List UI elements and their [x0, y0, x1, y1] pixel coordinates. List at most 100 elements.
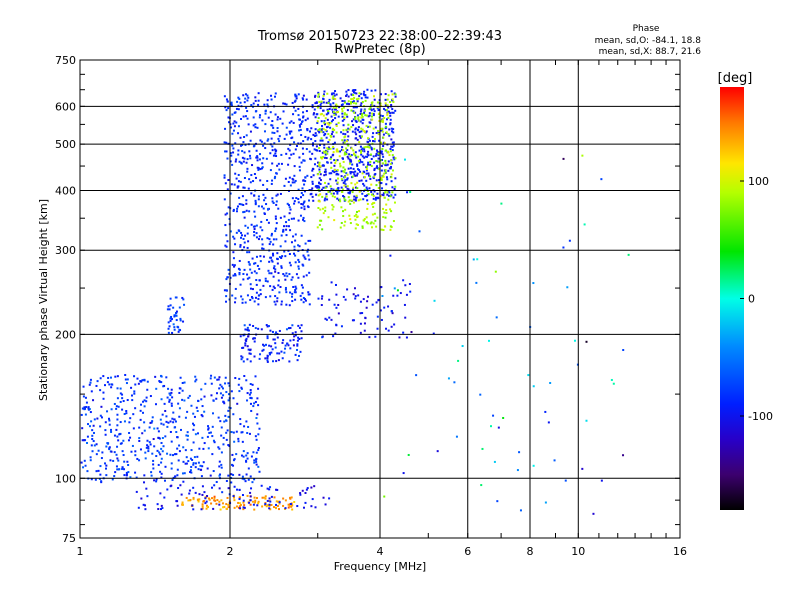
- scatter-point: [310, 176, 313, 179]
- scatter-point: [335, 179, 338, 182]
- scatter-point: [271, 149, 274, 152]
- scatter-point: [343, 100, 346, 103]
- scatter-point: [264, 196, 267, 199]
- scatter-point: [224, 106, 227, 109]
- y-tick-label: 600: [55, 100, 76, 113]
- scatter-point: [405, 293, 408, 296]
- scatter-point: [313, 163, 316, 166]
- scatter-point: [232, 122, 235, 125]
- scatter-point: [396, 294, 399, 297]
- scatter-point: [119, 392, 122, 395]
- scatter-point: [324, 153, 327, 156]
- scatter-point: [102, 391, 105, 394]
- scatter-point: [276, 297, 279, 300]
- scatter-point: [393, 187, 396, 190]
- scatter-point: [296, 359, 299, 362]
- scatter-point: [326, 125, 329, 128]
- scatter-point: [354, 111, 357, 114]
- scatter-point: [297, 188, 300, 191]
- scatter-point: [303, 220, 306, 223]
- scatter-point: [391, 141, 394, 144]
- scatter-point: [295, 97, 298, 100]
- scatter-point: [323, 174, 326, 177]
- scatter-point: [295, 287, 298, 290]
- scatter-point: [366, 155, 369, 158]
- scatter-point: [200, 398, 203, 401]
- scatter-point: [259, 179, 262, 182]
- scatter-point: [172, 323, 175, 326]
- x-tick-label: 1: [77, 545, 84, 558]
- scatter-point: [323, 90, 326, 93]
- scatter-point: [274, 152, 277, 155]
- scatter-point: [246, 431, 249, 434]
- scatter-point: [253, 144, 256, 147]
- scatter-point: [300, 324, 303, 327]
- scatter-point: [347, 157, 350, 160]
- scatter-point: [246, 170, 249, 173]
- scatter-point: [348, 103, 351, 106]
- scatter-point: [385, 164, 388, 167]
- scatter-point: [341, 157, 344, 160]
- scatter-point: [389, 101, 392, 104]
- scatter-point: [227, 474, 230, 477]
- scatter-point: [342, 132, 345, 135]
- scatter-point: [229, 276, 232, 279]
- scatter-point: [241, 156, 244, 159]
- scatter-point: [119, 400, 122, 403]
- scatter-point: [573, 339, 576, 342]
- scatter-point: [95, 384, 98, 387]
- scatter-point: [304, 242, 307, 245]
- scatter-point: [339, 97, 342, 100]
- scatter-point: [272, 126, 275, 129]
- scatter-point: [224, 382, 227, 385]
- scatter-point: [230, 481, 233, 484]
- scatter-point: [220, 396, 223, 399]
- scatter-point: [297, 107, 300, 110]
- scatter-point: [238, 505, 241, 508]
- scatter-point: [356, 164, 359, 167]
- scatter-point: [161, 413, 164, 416]
- scatter-point: [333, 141, 336, 144]
- scatter-point: [377, 160, 380, 163]
- scatter-point: [240, 386, 243, 389]
- scatter-point: [254, 126, 257, 129]
- scatter-point: [350, 199, 353, 202]
- scatter-point: [273, 300, 276, 303]
- scatter-point: [330, 166, 333, 169]
- scatter-point: [372, 112, 375, 115]
- scatter-point: [134, 450, 137, 453]
- scatter-point: [369, 160, 372, 163]
- scatter-point: [376, 106, 379, 109]
- scatter-point: [373, 137, 376, 140]
- scatter-point: [361, 115, 364, 118]
- scatter-point: [156, 449, 159, 452]
- scatter-point: [140, 497, 143, 500]
- scatter-point: [363, 184, 366, 187]
- scatter-point: [387, 116, 390, 119]
- scatter-point: [220, 434, 223, 437]
- scatter-point: [346, 102, 349, 105]
- scatter-point: [259, 353, 262, 356]
- scatter-point: [256, 504, 259, 507]
- scatter-point: [87, 406, 90, 409]
- scatter-point: [219, 383, 222, 386]
- scatter-point: [384, 171, 387, 174]
- scatter-point: [319, 107, 322, 110]
- scatter-point: [287, 218, 290, 221]
- scatter-point: [152, 467, 155, 470]
- scatter-point: [360, 102, 363, 105]
- scatter-point: [342, 295, 345, 298]
- scatter-point: [332, 192, 335, 195]
- scatter-point: [278, 501, 281, 504]
- scatter-point: [347, 188, 350, 191]
- scatter-point: [351, 120, 354, 123]
- scatter-point: [377, 157, 380, 160]
- scatter-point: [365, 306, 368, 309]
- scatter-point: [152, 459, 155, 462]
- scatter-point: [255, 417, 258, 420]
- scatter-point: [176, 447, 179, 450]
- scatter-point: [236, 488, 239, 491]
- scatter-point: [389, 112, 392, 115]
- scatter-point: [380, 151, 383, 154]
- scatter-point: [201, 507, 204, 510]
